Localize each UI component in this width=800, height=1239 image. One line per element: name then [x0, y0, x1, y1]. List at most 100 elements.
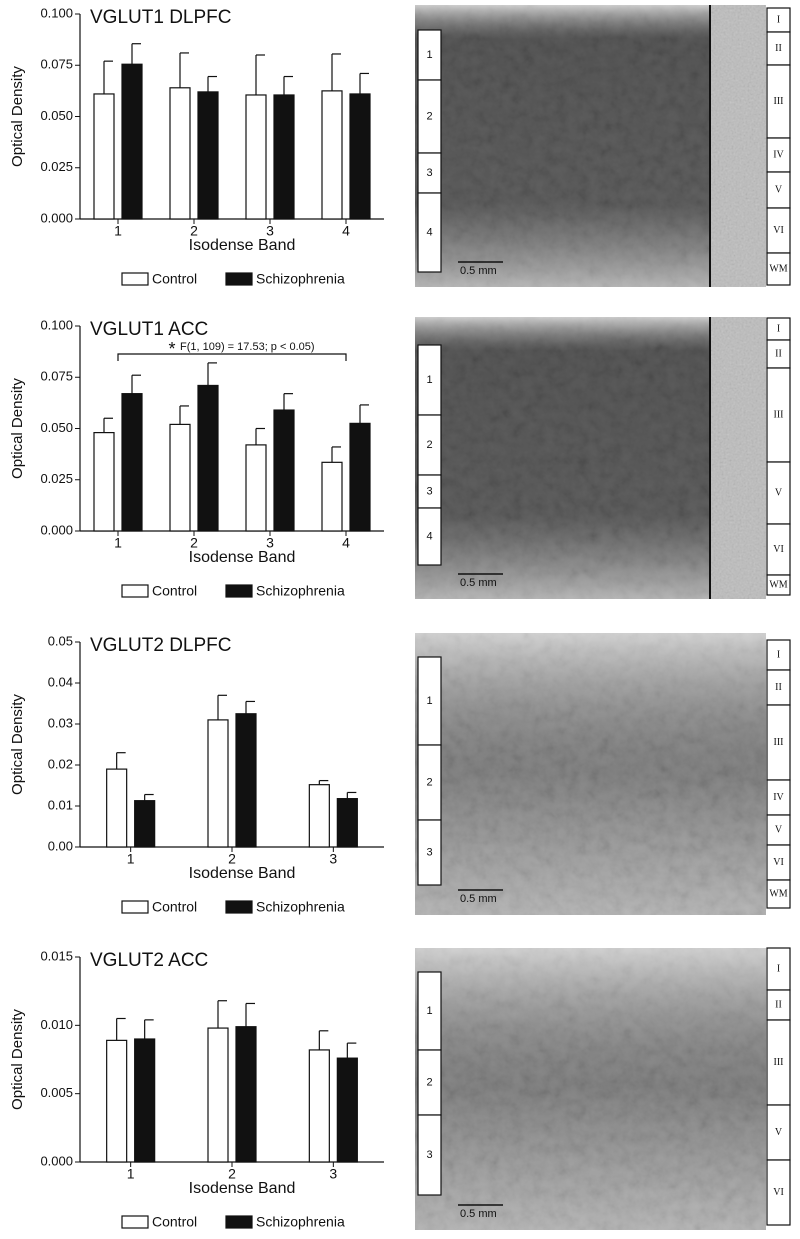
y-tick-label: 0.100: [40, 317, 73, 332]
bar: [245, 94, 267, 220]
layer-box: [766, 1159, 791, 1226]
layer-label: V: [775, 1127, 783, 1138]
layer-label: II: [775, 43, 782, 54]
legend-swatch: [121, 272, 149, 286]
layer-label: II: [775, 348, 782, 359]
bar: [207, 719, 229, 848]
y-tick-label: 0.01: [48, 797, 73, 812]
x-axis-label: Isodense Band: [189, 865, 296, 882]
layer-label: VI: [773, 544, 784, 555]
legend-label: Control: [152, 271, 197, 287]
legend-label: Schizophrenia: [256, 271, 345, 287]
layer-label: VI: [773, 857, 784, 868]
y-tick-label: 0.000: [40, 522, 73, 537]
band-box: [417, 507, 442, 566]
layer-label: V: [775, 184, 783, 195]
bar: [321, 90, 343, 220]
legend-swatch: [225, 272, 253, 286]
x-tick-label: 1: [114, 223, 122, 239]
layer-label: I: [777, 649, 780, 660]
band-label: 4: [426, 226, 432, 238]
legend-label: Schizophrenia: [256, 899, 345, 915]
band-label: 1: [426, 695, 432, 707]
y-tick-label: 0.000: [40, 1153, 73, 1168]
y-axis-label: Optical Density: [9, 694, 26, 795]
layer-label: I: [777, 14, 780, 25]
legend-label: Control: [152, 1214, 197, 1230]
y-tick-label: 0.000: [40, 210, 73, 225]
y-tick-label: 0.025: [40, 159, 73, 174]
chart-title: VGLUT2 DLPFC: [90, 635, 231, 656]
layer-label: III: [774, 737, 784, 748]
y-tick-label: 0.05: [48, 633, 73, 648]
scale-label: 0.5 mm: [460, 577, 497, 589]
y-axis-label: Optical Density: [9, 66, 26, 167]
legend-swatch: [121, 584, 149, 598]
layer-label: I: [777, 323, 780, 334]
bar: [106, 1039, 128, 1163]
chart-title: VGLUT2 ACC: [90, 950, 208, 971]
layer-label: WM: [769, 579, 787, 590]
y-tick-label: 0.100: [40, 5, 73, 20]
layer-label: I: [777, 963, 780, 974]
x-tick-label: 3: [329, 1166, 337, 1182]
bar: [235, 1026, 257, 1163]
x-tick-label: 2: [190, 535, 198, 551]
bar: [121, 63, 143, 220]
micrograph-shade: [415, 948, 766, 1230]
x-axis-label: Isodense Band: [189, 1180, 296, 1197]
chart-title: VGLUT1 DLPFC: [90, 7, 231, 28]
bar: [273, 94, 295, 220]
bar: [197, 384, 219, 532]
bar: [349, 93, 371, 220]
micrograph-shade: [415, 633, 766, 915]
bar: [273, 409, 295, 532]
scale-label: 0.5 mm: [460, 1208, 497, 1220]
band-label: 3: [426, 1149, 432, 1161]
y-tick-label: 0.00: [48, 838, 73, 853]
bar: [336, 798, 358, 848]
x-axis-label: Isodense Band: [189, 549, 296, 566]
y-axis-label: Optical Density: [9, 378, 26, 479]
bar: [308, 1049, 330, 1163]
y-tick-label: 0.005: [40, 1085, 73, 1100]
band-label: 2: [426, 1076, 432, 1088]
x-tick-label: 1: [127, 851, 135, 867]
y-axis-label: Optical Density: [9, 1009, 26, 1110]
band-label: 2: [426, 110, 432, 122]
layer-label: IV: [773, 149, 784, 160]
y-tick-label: 0.015: [40, 948, 73, 963]
band-label: 1: [426, 374, 432, 386]
layer-label: V: [775, 824, 783, 835]
x-tick-label: 4: [342, 223, 350, 239]
x-tick-label: 2: [190, 223, 198, 239]
x-tick-label: 2: [228, 851, 236, 867]
layer-label: VI: [773, 225, 784, 236]
layer-label: II: [775, 682, 782, 693]
layer-box: [766, 574, 791, 596]
layer-label: III: [774, 96, 784, 107]
bar: [207, 1027, 229, 1163]
layer-box: [766, 252, 791, 286]
band-label: 2: [426, 776, 432, 788]
legend-label: Control: [152, 583, 197, 599]
micrograph-shade: [415, 317, 710, 599]
x-tick-label: 3: [329, 851, 337, 867]
legend-swatch: [121, 1215, 149, 1229]
legend-swatch: [225, 584, 253, 598]
layer-label: V: [775, 487, 783, 498]
bar: [134, 1038, 156, 1163]
nissl-texture: [710, 317, 766, 599]
layer-label: III: [774, 1057, 784, 1068]
legend-swatch: [225, 1215, 253, 1229]
band-label: 3: [426, 846, 432, 858]
y-tick-label: 0.03: [48, 715, 73, 730]
bar: [197, 91, 219, 220]
layer-label: VI: [773, 1187, 784, 1198]
bar: [308, 784, 330, 848]
scale-label: 0.5 mm: [460, 265, 497, 277]
layer-label: III: [774, 409, 784, 420]
y-tick-label: 0.050: [40, 108, 73, 123]
x-tick-label: 4: [342, 535, 350, 551]
